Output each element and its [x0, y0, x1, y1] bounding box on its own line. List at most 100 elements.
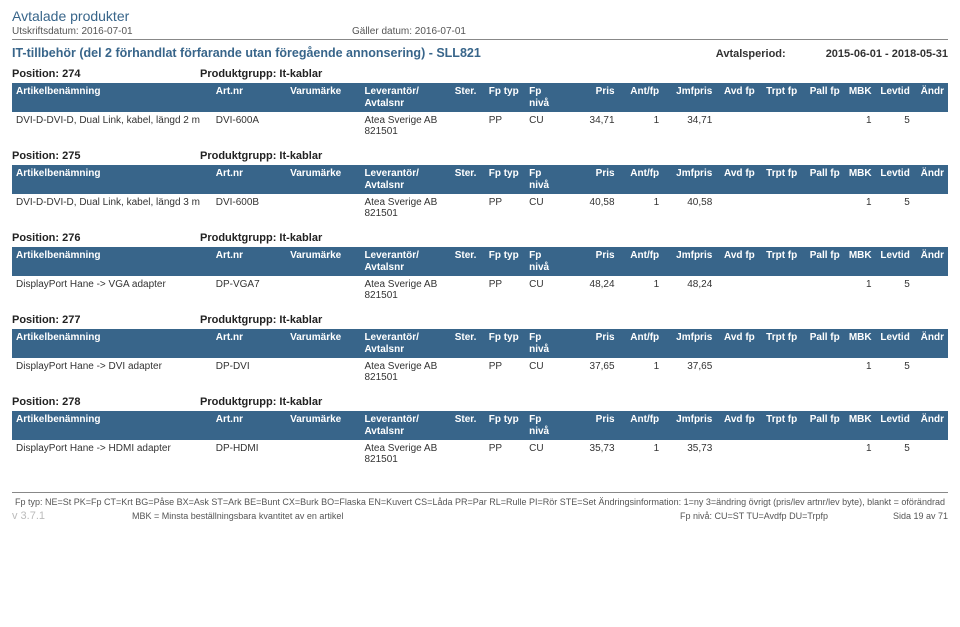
cell-avdfp	[716, 194, 758, 222]
cell-trptfp	[759, 194, 801, 222]
col-header: Ant/fp	[619, 83, 664, 112]
col-header: Pall fp	[801, 247, 843, 276]
col-header: Fp nivå	[525, 329, 567, 358]
col-header: Art.nr	[212, 411, 286, 440]
period-label: Avtalsperiod:	[716, 48, 786, 60]
cell-andr	[914, 276, 948, 304]
col-header: Leverantör/ Avtalsnr	[360, 83, 450, 112]
product-table: ArtikelbenämningArt.nrVarumärkeLeverantö…	[12, 83, 948, 140]
cell-antfp: 1	[619, 276, 664, 304]
cell-levtid: 5	[876, 440, 914, 468]
cell-mbk: 1	[844, 112, 876, 140]
col-header: Artikelbenämning	[12, 411, 212, 440]
col-header: Leverantör/ Avtalsnr	[360, 329, 450, 358]
col-header: Avd fp	[716, 411, 758, 440]
cell-ster	[451, 358, 485, 386]
col-header: Trpt fp	[759, 329, 801, 358]
col-header: Pall fp	[801, 165, 843, 194]
col-header: Pris	[568, 329, 619, 358]
position-line: Position: 274Produktgrupp: It-kablar	[12, 68, 948, 80]
cell-mbk: 1	[844, 440, 876, 468]
col-header: Fp typ	[485, 83, 525, 112]
main-heading-row: IT-tillbehör (del 2 förhandlat förfarand…	[12, 46, 948, 60]
cell-trptfp	[759, 112, 801, 140]
col-header: MBK	[844, 165, 876, 194]
product-section: Position: 275Produktgrupp: It-kablarArti…	[12, 150, 948, 222]
cell-pris: 40,58	[568, 194, 619, 222]
product-section: Position: 278Produktgrupp: It-kablar Arti…	[12, 396, 948, 468]
footer-legend: Fp typ: NE=St PK=Fp CT=Krt BG=Påse BX=As…	[12, 497, 948, 507]
product-group-label: Produktgrupp: It-kablar	[200, 232, 322, 244]
col-header: Levtid	[876, 247, 914, 276]
doc-title: Avtalade produkter	[12, 8, 948, 24]
valid-date: Gäller datum: 2016-07-01	[352, 26, 466, 37]
table-row: DisplayPort Hane -> VGA adapterDP-VGA7At…	[12, 276, 948, 304]
period-wrap: Avtalsperiod: 2015-06-01 - 2018-05-31	[716, 48, 948, 60]
col-header: Trpt fp	[759, 83, 801, 112]
cell-trptfp	[759, 440, 801, 468]
cell-pallfp	[801, 358, 843, 386]
cell-name: DVI-D-DVI-D, Dual Link, kabel, längd 2 m	[12, 112, 212, 140]
cell-andr	[914, 358, 948, 386]
col-header: Varumärke	[286, 165, 360, 194]
position-line: Position: 278Produktgrupp: It-kablar	[12, 396, 948, 408]
col-header: Leverantör/ Avtalsnr	[360, 165, 450, 194]
position-label: Position: 278	[12, 396, 200, 408]
col-header: Artikelbenämning	[12, 329, 212, 358]
position-label: Position: 275	[12, 150, 200, 162]
product-group-label: Produktgrupp: It-kablar	[200, 150, 322, 162]
cell-artnr: DVI-600A	[212, 112, 286, 140]
col-header: Fp typ	[485, 247, 525, 276]
mbk-definition: MBK = Minsta beställningsbara kvantitet …	[132, 511, 432, 521]
top-rule	[12, 39, 948, 40]
col-header: Artikelbenämning	[12, 83, 212, 112]
position-label: Position: 274	[12, 68, 200, 80]
col-header: MBK	[844, 247, 876, 276]
cell-avdfp	[716, 112, 758, 140]
cell-pris: 48,24	[568, 276, 619, 304]
cell-avdfp	[716, 358, 758, 386]
col-header: Varumärke	[286, 329, 360, 358]
col-header: Ändr	[914, 165, 948, 194]
period-value: 2015-06-01 - 2018-05-31	[826, 48, 948, 60]
footer: Fp typ: NE=St PK=Fp CT=Krt BG=Påse BX=As…	[12, 492, 948, 522]
col-header: Ant/fp	[619, 165, 664, 194]
cell-brand	[286, 112, 360, 140]
col-header: Pris	[568, 411, 619, 440]
col-header: Ändr	[914, 247, 948, 276]
cell-pris: 37,65	[568, 358, 619, 386]
col-header: Pall fp	[801, 411, 843, 440]
cell-fpniva: CU	[525, 440, 567, 468]
sections-container: Position: 274Produktgrupp: It-kablarArti…	[12, 68, 948, 468]
cell-artnr: DP-DVI	[212, 358, 286, 386]
cell-pris: 34,71	[568, 112, 619, 140]
cell-jmfpris: 40,58	[663, 194, 716, 222]
position-label: Position: 277	[12, 314, 200, 326]
col-header: Fp nivå	[525, 247, 567, 276]
product-section: Position: 277Produktgrupp: It-kablar Arti…	[12, 314, 948, 386]
position-line: Position: 277Produktgrupp: It-kablar	[12, 314, 948, 326]
col-header: Ster.	[451, 329, 485, 358]
cell-andr	[914, 194, 948, 222]
product-table: ArtikelbenämningArt.nrVarumärkeLeverantö…	[12, 247, 948, 304]
cell-fptyp: PP	[485, 358, 525, 386]
col-header: Avd fp	[716, 83, 758, 112]
col-header: Levtid	[876, 329, 914, 358]
cell-fpniva: CU	[525, 276, 567, 304]
col-header: MBK	[844, 329, 876, 358]
cell-jmfpris: 35,73	[663, 440, 716, 468]
col-header: Levtid	[876, 411, 914, 440]
cell-antfp: 1	[619, 194, 664, 222]
cell-andr	[914, 112, 948, 140]
position-line: Position: 276Produktgrupp: It-kablar	[12, 232, 948, 244]
cell-fptyp: PP	[485, 112, 525, 140]
col-header: Ster.	[451, 83, 485, 112]
main-heading: IT-tillbehör (del 2 förhandlat förfarand…	[12, 46, 481, 60]
product-section: Position: 274Produktgrupp: It-kablar Arti…	[12, 68, 948, 140]
cell-name: DisplayPort Hane -> HDMI adapter	[12, 440, 212, 468]
cell-name: DisplayPort Hane -> DVI adapter	[12, 358, 212, 386]
cell-pallfp	[801, 112, 843, 140]
cell-name: DisplayPort Hane -> VGA adapter	[12, 276, 212, 304]
col-header: Avd fp	[716, 165, 758, 194]
col-header: Art.nr	[212, 165, 286, 194]
